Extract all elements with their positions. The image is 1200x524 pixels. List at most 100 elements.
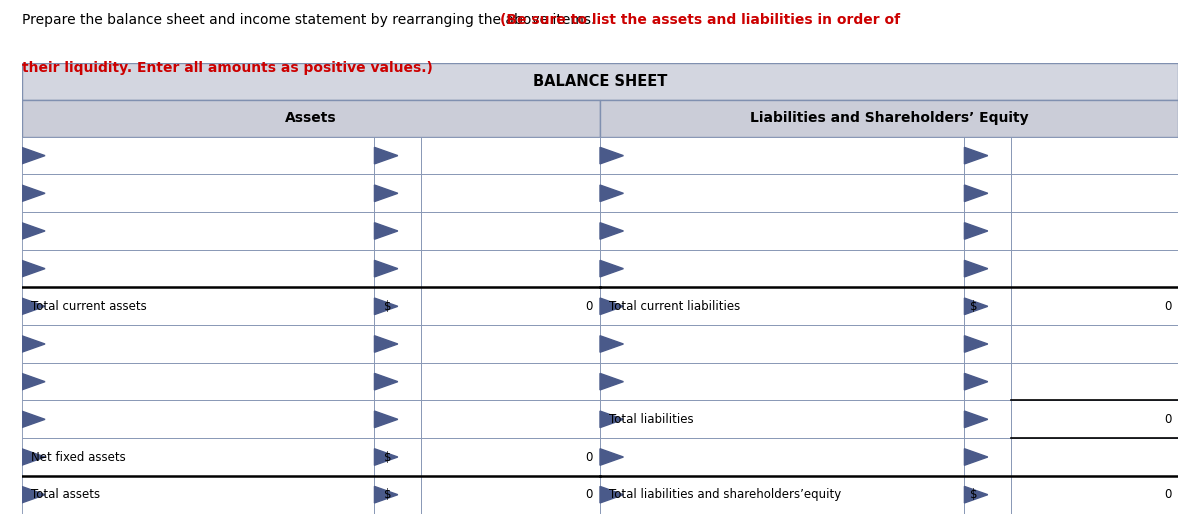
Bar xyxy=(421,174,600,212)
Bar xyxy=(965,400,1010,438)
Bar xyxy=(374,438,421,476)
Polygon shape xyxy=(374,486,398,503)
Text: 0: 0 xyxy=(1164,488,1171,501)
Text: Liabilities and Shareholders’ Equity: Liabilities and Shareholders’ Equity xyxy=(750,111,1028,125)
Bar xyxy=(1010,137,1178,174)
Polygon shape xyxy=(374,374,398,390)
Text: Total current liabilities: Total current liabilities xyxy=(610,300,740,313)
Bar xyxy=(374,250,421,288)
Bar xyxy=(600,288,965,325)
Bar xyxy=(421,212,600,250)
Bar xyxy=(374,174,421,212)
Bar xyxy=(600,212,965,250)
Text: $: $ xyxy=(384,451,391,464)
Bar xyxy=(421,288,600,325)
Bar xyxy=(1010,288,1178,325)
Bar xyxy=(374,325,421,363)
Bar xyxy=(22,400,374,438)
Polygon shape xyxy=(600,336,624,352)
Bar xyxy=(22,174,374,212)
Bar xyxy=(1010,174,1178,212)
Polygon shape xyxy=(22,449,46,465)
Polygon shape xyxy=(965,223,988,239)
Text: Assets: Assets xyxy=(284,111,337,125)
Bar xyxy=(600,400,965,438)
Bar xyxy=(965,363,1010,400)
Bar xyxy=(22,288,374,325)
Text: (Be sure to list the assets and liabilities in order of: (Be sure to list the assets and liabilit… xyxy=(500,13,900,27)
Bar xyxy=(22,476,374,514)
Text: Total assets: Total assets xyxy=(31,488,100,501)
Bar xyxy=(1010,438,1178,476)
Polygon shape xyxy=(600,449,624,465)
Bar xyxy=(421,400,600,438)
Text: 0: 0 xyxy=(586,488,593,501)
Polygon shape xyxy=(22,298,46,314)
Text: their liquidity. Enter all amounts as positive values.): their liquidity. Enter all amounts as po… xyxy=(22,61,432,75)
Bar xyxy=(600,325,965,363)
Polygon shape xyxy=(374,449,398,465)
Polygon shape xyxy=(600,185,624,202)
Polygon shape xyxy=(374,298,398,314)
Polygon shape xyxy=(600,486,624,503)
Bar xyxy=(421,476,600,514)
Bar xyxy=(374,476,421,514)
Polygon shape xyxy=(374,336,398,352)
Bar xyxy=(22,212,374,250)
Text: 0: 0 xyxy=(1164,413,1171,426)
Bar xyxy=(421,325,600,363)
Bar xyxy=(22,63,1178,100)
Bar xyxy=(965,476,1010,514)
Bar xyxy=(421,137,600,174)
Bar xyxy=(1010,363,1178,400)
Text: Total liabilities and shareholders’equity: Total liabilities and shareholders’equit… xyxy=(610,488,841,501)
Polygon shape xyxy=(965,374,988,390)
Text: Prepare the balance sheet and income statement by rearranging the above items.: Prepare the balance sheet and income sta… xyxy=(22,13,599,27)
Polygon shape xyxy=(22,147,46,164)
Text: Total liabilities: Total liabilities xyxy=(610,413,694,426)
Bar xyxy=(22,363,374,400)
Polygon shape xyxy=(600,147,624,164)
Bar xyxy=(965,438,1010,476)
Bar xyxy=(600,363,965,400)
Polygon shape xyxy=(965,260,988,277)
Text: $: $ xyxy=(970,300,978,313)
Bar xyxy=(965,288,1010,325)
Polygon shape xyxy=(600,260,624,277)
Polygon shape xyxy=(600,223,624,239)
Text: 0: 0 xyxy=(586,451,593,464)
Bar xyxy=(22,100,600,137)
Polygon shape xyxy=(965,298,988,314)
Bar xyxy=(374,137,421,174)
Polygon shape xyxy=(600,298,624,314)
Polygon shape xyxy=(22,336,46,352)
Bar xyxy=(374,363,421,400)
Text: BALANCE SHEET: BALANCE SHEET xyxy=(533,74,667,89)
Polygon shape xyxy=(374,411,398,428)
Polygon shape xyxy=(22,185,46,202)
Bar xyxy=(1010,250,1178,288)
Bar xyxy=(600,438,965,476)
Polygon shape xyxy=(374,185,398,202)
Bar xyxy=(965,325,1010,363)
Polygon shape xyxy=(965,336,988,352)
Polygon shape xyxy=(22,374,46,390)
Bar xyxy=(22,325,374,363)
Text: 0: 0 xyxy=(586,300,593,313)
Bar xyxy=(374,400,421,438)
Text: $: $ xyxy=(384,488,391,501)
Bar xyxy=(965,137,1010,174)
Bar xyxy=(421,363,600,400)
Bar xyxy=(1010,212,1178,250)
Polygon shape xyxy=(600,411,624,428)
Text: $: $ xyxy=(384,300,391,313)
Bar xyxy=(22,137,374,174)
Bar xyxy=(22,250,374,288)
Polygon shape xyxy=(22,486,46,503)
Bar xyxy=(421,438,600,476)
Bar xyxy=(965,174,1010,212)
Text: 0: 0 xyxy=(1164,300,1171,313)
Bar xyxy=(600,250,965,288)
Bar xyxy=(600,174,965,212)
Bar xyxy=(1010,325,1178,363)
